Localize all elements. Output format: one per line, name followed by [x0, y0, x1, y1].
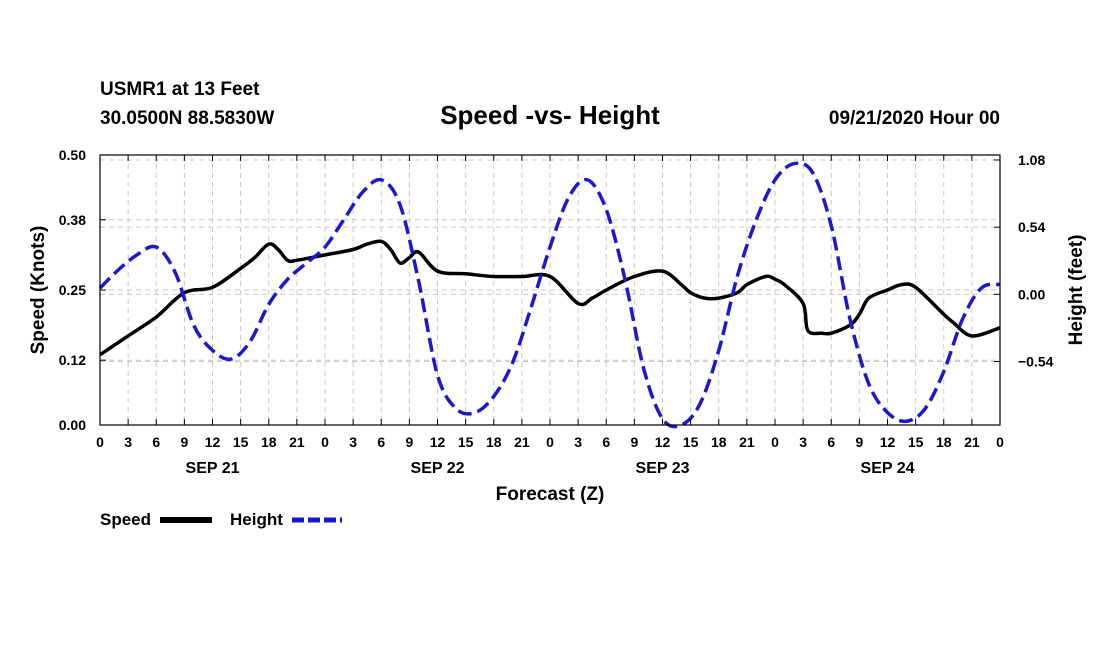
x-tick-label: 0: [96, 434, 104, 450]
x-tick-label: 12: [655, 434, 671, 450]
x-tick-label: 18: [486, 434, 502, 450]
x-tick-label: 0: [546, 434, 554, 450]
y2-tick-label: 0.54: [1018, 219, 1045, 235]
series-layer: [98, 161, 1001, 429]
height-series-line: [98, 161, 1001, 429]
x-tick-label: 12: [880, 434, 896, 450]
speed-series-line: [99, 239, 1001, 357]
x-tick-label: 0: [321, 434, 329, 450]
day-label: SEP 24: [861, 460, 915, 477]
y2-tick-label: 1.08: [1018, 152, 1045, 168]
x-tick-label: 21: [964, 434, 980, 450]
x-tick-label: 3: [124, 434, 132, 450]
x-tick-label: 0: [996, 434, 1004, 450]
x-tick-label: 9: [630, 434, 638, 450]
y-tick-label: 0.25: [59, 282, 86, 298]
axes: 0 3 6 9 12 15 18 21 0 3 6 9 12 15 18 21 0 3 6 9 12 15 18 21 0 3 6 9…: [59, 147, 1054, 477]
x-tick-label: 6: [152, 434, 160, 450]
x-tick-label: 9: [180, 434, 188, 450]
issue-time-label: 09/21/2020 Hour 00: [829, 108, 1000, 129]
x-tick-label: 21: [739, 434, 755, 450]
chart-title: Speed -vs- Height: [440, 100, 660, 130]
station-label: USMR1 at 13 Feet: [100, 79, 260, 100]
x-tick-label: 15: [233, 434, 249, 450]
y-tick-label: 0.12: [59, 352, 86, 368]
x-tick-label: 12: [430, 434, 446, 450]
x-tick-label: 12: [205, 434, 221, 450]
x-tick-label: 18: [711, 434, 727, 450]
legend-speed-label: Speed: [100, 510, 151, 529]
location-label: 30.0500N 88.5830W: [100, 108, 274, 129]
x-tick-label: 0: [771, 434, 779, 450]
x-tick-label: 6: [602, 434, 610, 450]
x-tick-label: 9: [405, 434, 413, 450]
x-tick-label: 18: [261, 434, 277, 450]
x-tick-label: 18: [936, 434, 952, 450]
x-tick-label: 6: [377, 434, 385, 450]
y2-tick-label: 0.00: [1018, 286, 1045, 302]
x-tick-label: 15: [683, 434, 699, 450]
day-label: SEP 22: [411, 460, 465, 477]
day-label: SEP 21: [186, 460, 240, 477]
y2-axis-title: Height (feet): [1066, 235, 1087, 346]
y-tick-label: 0.00: [59, 417, 86, 433]
legend-height-label: Height: [230, 510, 283, 529]
y-tick-label: 0.38: [59, 212, 86, 228]
day-label: SEP 23: [636, 460, 690, 477]
x-tick-label: 21: [514, 434, 530, 450]
x-tick-label: 3: [349, 434, 357, 450]
legend: Speed Height: [100, 510, 342, 529]
y2-tick-label: −0.54: [1018, 354, 1054, 370]
x-tick-label: 9: [855, 434, 863, 450]
x-tick-label: 3: [574, 434, 582, 450]
grid-lines: [100, 155, 1000, 425]
x-tick-label: 15: [908, 434, 924, 450]
x-tick-label: 6: [827, 434, 835, 450]
y-tick-label: 0.50: [59, 147, 86, 163]
y-axis-title: Speed (Knots): [28, 226, 49, 355]
x-tick-label: 15: [458, 434, 474, 450]
x-tick-label: 21: [289, 434, 305, 450]
x-axis-title: Forecast (Z): [496, 484, 605, 505]
x-tick-label: 3: [799, 434, 807, 450]
